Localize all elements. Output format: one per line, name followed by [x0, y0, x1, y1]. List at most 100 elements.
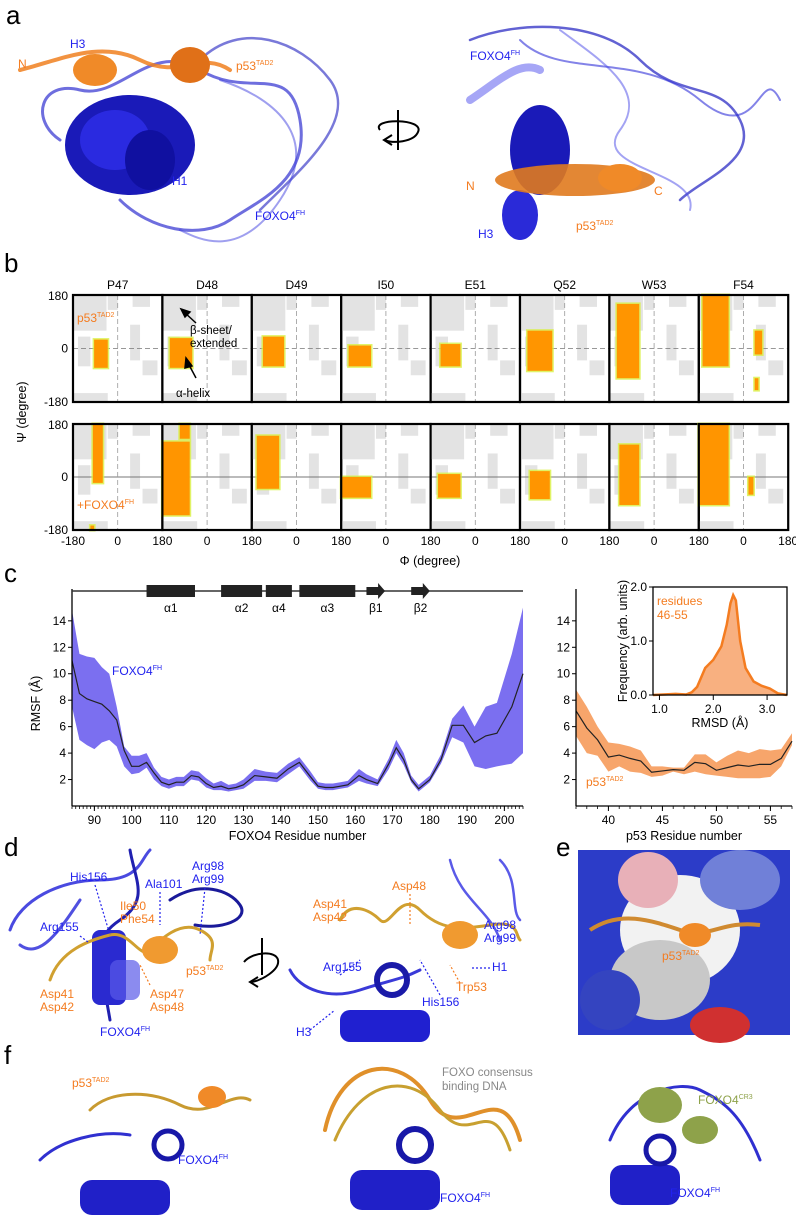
allowed-region [490, 424, 508, 436]
ramachandran-plot [429, 422, 522, 532]
allowed-region [678, 488, 694, 504]
ramachandran-plot [697, 422, 790, 532]
allowed-region [142, 360, 158, 376]
allowed-region [609, 521, 645, 530]
x-tick-label: 120 [196, 813, 216, 827]
allowed-region [77, 336, 91, 367]
residue-label-arg98: Arg98 [192, 859, 224, 873]
allowed-region [698, 521, 734, 530]
leader-line [94, 884, 111, 936]
residue-label-his156: His156 [422, 995, 460, 1009]
column-header-residue: Q52 [553, 278, 576, 292]
density-area [653, 595, 787, 695]
y-tick-label: -180 [44, 395, 68, 409]
ramachandran-plot [71, 422, 164, 532]
ramachandran-plot [250, 293, 343, 404]
residue-label-h1: H1 [492, 960, 508, 974]
allowed-region [554, 424, 565, 439]
y-tick-label: 2 [59, 773, 66, 787]
allowed-region [107, 424, 118, 439]
population-region [94, 339, 108, 368]
allowed-region [286, 295, 297, 310]
residue-label-arg99: Arg99 [192, 872, 224, 886]
allowed-region [733, 424, 744, 439]
column-header-residue: F54 [733, 278, 754, 292]
label-n-terminus: N [466, 179, 475, 193]
population-region [256, 435, 280, 489]
panel-label-a: a [6, 0, 21, 30]
population-region [529, 471, 550, 500]
allowed-region [520, 424, 554, 460]
allowed-region [768, 488, 784, 504]
x-tick-label: 100 [122, 813, 142, 827]
residue-label-h3: H3 [296, 1025, 312, 1039]
allowed-region [755, 453, 766, 489]
leader-line [79, 935, 89, 943]
allowed-region [398, 324, 409, 361]
residue-label-arg155: Arg155 [40, 920, 79, 934]
allowed-region [251, 521, 287, 530]
x-tick-label: 180 [778, 534, 796, 548]
rotate-around-vertical-axis-icon [377, 110, 420, 150]
allowed-region [375, 295, 386, 310]
helix-element [221, 585, 263, 597]
y-axis-label: RMSF (Å) [28, 676, 43, 732]
allowed-region [197, 295, 208, 310]
y-tick-label: 2.0 [630, 580, 647, 594]
x-tick-label: 130 [233, 813, 253, 827]
allowed-region [130, 324, 141, 361]
allowed-region [321, 488, 337, 504]
secondary-structure-label: α1 [164, 601, 178, 615]
residue-label-arg99: Arg99 [484, 931, 516, 945]
y-tick-label: 12 [53, 640, 67, 654]
population-region [341, 477, 371, 498]
leader-line [339, 959, 361, 976]
inset-legend-line2: 46-55 [657, 608, 688, 622]
ramachandran-plot [608, 293, 700, 404]
structure-d-left [8, 848, 244, 1022]
plot-frame [697, 422, 790, 532]
allowed-region [162, 393, 198, 402]
allowed-region [410, 488, 426, 504]
allowed-region [487, 453, 498, 489]
label-foxo4-cr3: FOXO4CR3 [698, 1093, 753, 1107]
density-line [652, 591, 788, 697]
residue-label-ala101: Ala101 [145, 877, 183, 891]
leader-line [449, 964, 461, 984]
dna-label-line2: binding DNA [442, 1081, 507, 1093]
row-label-free: p53TAD2 [77, 311, 115, 325]
x-tick-label: 180 [420, 813, 440, 827]
population-region [92, 424, 103, 483]
label-h1: H1 [172, 174, 188, 188]
population-region [698, 424, 729, 505]
ramachandran-plot [160, 422, 253, 532]
dna-label-line1: FOXO consensus [442, 1067, 533, 1079]
allowed-region [520, 521, 555, 530]
y-tick-label: 0 [61, 470, 68, 484]
mean-line [71, 660, 524, 790]
allowed-region [430, 424, 465, 460]
population-region [162, 441, 190, 516]
label-h3: H3 [70, 37, 86, 51]
x-tick-label: 0 [472, 534, 479, 548]
ramachandran-plot [340, 293, 432, 404]
residue-label-asp47: Asp47 [150, 987, 184, 1001]
population-region [754, 330, 763, 355]
ramachandran-plot [608, 422, 700, 532]
ramachandran-plot [339, 422, 432, 532]
ramachandran-plot [518, 293, 611, 404]
column-header-residue: P47 [107, 278, 129, 292]
series-label-p53: p53TAD2 [586, 775, 624, 789]
allowed-region [311, 295, 329, 307]
annotation-beta-sheet: β-sheet/ [190, 325, 233, 337]
y-tick-label: 4 [59, 746, 66, 760]
allowed-region [644, 424, 655, 439]
inset-legend-line1: residues [657, 594, 702, 608]
y-tick-label: 2 [563, 773, 570, 787]
population-region [616, 303, 640, 379]
helix-element [146, 585, 195, 597]
x-tick-label: 3.0 [759, 702, 776, 716]
allowed-region [341, 424, 375, 460]
structure-a-left [18, 37, 340, 243]
